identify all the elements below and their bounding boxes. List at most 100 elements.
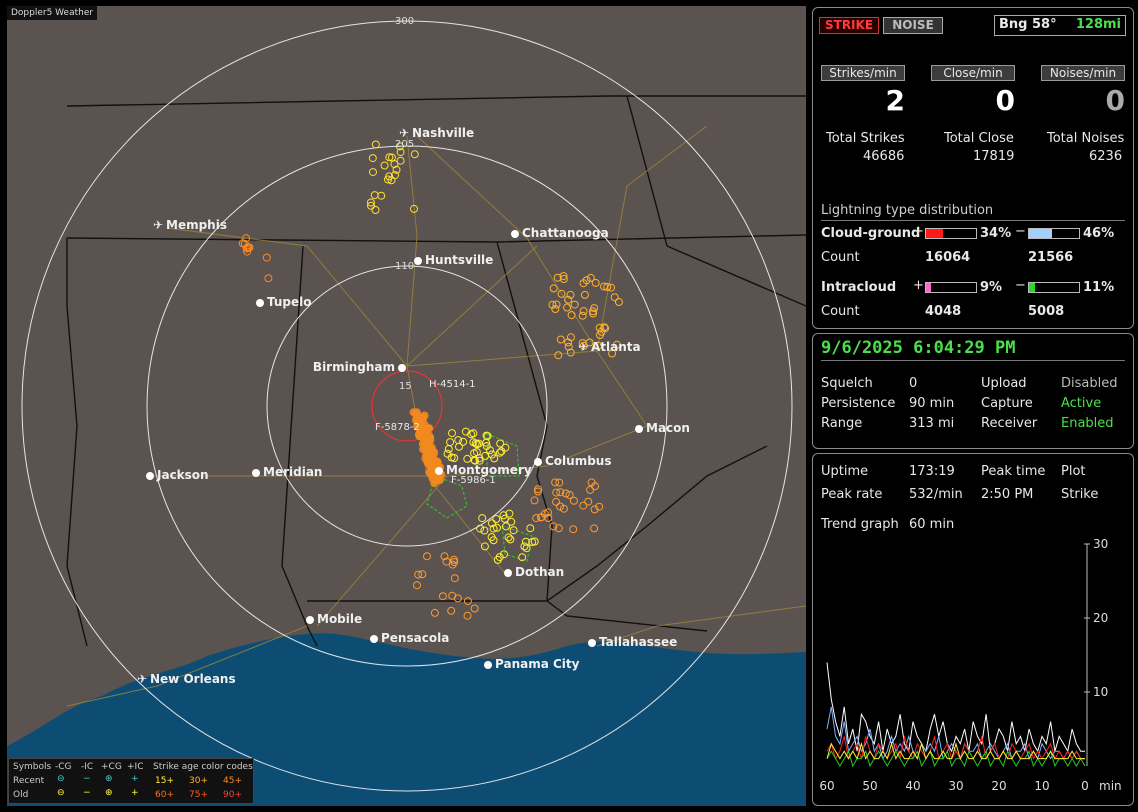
strike-button[interactable]: STRIKE	[819, 17, 879, 34]
cg-positive-fill	[926, 229, 943, 238]
strike-symbol	[522, 544, 531, 553]
city-label: Birmingham	[312, 360, 395, 374]
strike-symbol	[377, 191, 386, 200]
city-label: Chattanooga	[522, 226, 609, 240]
strike-symbol	[385, 153, 394, 162]
strike-symbol	[418, 440, 427, 449]
strike-symbol	[454, 436, 463, 445]
strike-symbol	[559, 504, 568, 513]
strike-symbol	[579, 307, 588, 316]
strike-symbol	[610, 293, 619, 302]
city-dot-icon	[146, 472, 154, 480]
strike-symbol	[475, 456, 484, 465]
trend-series-line	[826, 736, 1085, 761]
strike-symbol	[559, 275, 568, 283]
strike-symbol	[584, 497, 593, 506]
strike-symbol	[426, 451, 435, 460]
strike-symbol	[410, 204, 418, 213]
bearing-box: Bng 58° 128mi	[994, 15, 1126, 36]
strike-symbol	[482, 442, 491, 450]
strike-symbol	[586, 485, 595, 494]
storm-label[interactable]: F-5878-2	[375, 422, 420, 433]
trend-label: Trend graph	[821, 517, 899, 532]
intracloud-label: Intracloud	[821, 280, 897, 295]
strike-symbol	[595, 502, 604, 511]
city-label: Huntsville	[425, 253, 494, 267]
range-label: Range	[821, 416, 863, 431]
legend-old-label: Old	[13, 790, 29, 800]
plus-icon: +	[131, 788, 139, 798]
state-borders	[66, 95, 806, 647]
city-dot-icon	[511, 230, 519, 238]
strike-symbol	[586, 273, 595, 282]
total-strikes-value: 46686	[863, 149, 905, 164]
city-dot-icon	[256, 299, 264, 307]
receiver-value[interactable]: Enabled	[1061, 416, 1114, 431]
storm-label[interactable]: H-4514-1	[429, 379, 476, 390]
datetime: 9/6/2025 6:04:29 PM	[821, 338, 1016, 358]
strike-symbol	[487, 519, 496, 528]
city-label: Mobile	[317, 612, 363, 626]
capture-value[interactable]: Active	[1061, 396, 1102, 411]
range-value[interactable]: 313 mi	[909, 416, 955, 431]
cg-negative-bar	[1028, 228, 1080, 239]
ic-count-label: Count	[821, 304, 860, 319]
strike-symbol	[589, 307, 597, 316]
strike-symbol	[579, 501, 588, 510]
strike-symbol	[589, 309, 598, 318]
strike-symbol	[493, 523, 501, 532]
strike-symbol	[556, 488, 565, 497]
trend-graph: 30 20 10 60 50 40 30 20 10 0 min	[819, 537, 1121, 793]
minus-icon: −	[1015, 278, 1026, 293]
plot-value[interactable]: Strike	[1061, 487, 1099, 502]
strike-symbol	[578, 311, 587, 320]
legend-header: +IC	[127, 762, 144, 772]
bearing-value: Bng 58°	[999, 17, 1057, 32]
legend-symbols-label: Symbols	[13, 762, 52, 772]
storm-label[interactable]: F-5986-1	[451, 475, 496, 486]
upload-value[interactable]: Disabled	[1061, 376, 1118, 391]
trend-value[interactable]: 60 min	[909, 517, 955, 532]
strike-symbol	[566, 290, 575, 299]
divider	[821, 360, 1125, 361]
strike-symbol	[487, 533, 496, 542]
strikes-per-min-button[interactable]: Strikes/min	[821, 65, 905, 81]
roads	[66, 125, 806, 707]
lightning-map[interactable]: 300 205 110 15 H-4514-1 F-5878-2 F-5986-…	[7, 6, 806, 806]
close-per-min-button[interactable]: Close/min	[931, 65, 1015, 81]
strike-symbol	[440, 552, 449, 561]
age-code: 90+	[223, 790, 242, 800]
strike-symbol	[534, 487, 542, 496]
noise-button[interactable]: NOISE	[883, 17, 943, 34]
strike-symbol	[443, 449, 452, 458]
squelch-value[interactable]: 0	[909, 376, 918, 391]
persistence-value[interactable]: 90 min	[909, 396, 955, 411]
strike-symbol	[366, 198, 375, 207]
strike-symbol	[450, 454, 459, 462]
strike-symbol	[499, 511, 508, 520]
range-label-300: 300	[395, 16, 415, 27]
strike-symbol	[463, 611, 472, 620]
strike-symbol	[600, 323, 609, 332]
airport-icon: ✈	[578, 340, 589, 354]
strike-symbol	[444, 445, 453, 453]
strike-symbol	[492, 515, 501, 523]
strike-symbol	[471, 456, 479, 465]
strike-symbol	[587, 478, 596, 487]
legend-recent-label: Recent	[13, 776, 45, 786]
strike-symbol	[559, 272, 568, 281]
y-tick-label: 30	[1093, 537, 1108, 551]
legend-header: -CG	[55, 762, 72, 772]
storm-tracks	[426, 433, 533, 562]
strike-symbol	[614, 298, 623, 306]
strike-symbol	[564, 338, 573, 347]
strike-symbol	[415, 429, 424, 438]
noises-per-min-button[interactable]: Noises/min	[1041, 65, 1125, 81]
age-code: 60+	[155, 790, 174, 800]
strike-symbol	[590, 524, 599, 533]
ic-negative-percent: 11%	[1083, 280, 1115, 295]
range-rings	[21, 20, 793, 792]
strike-symbol	[396, 148, 405, 157]
cg-positive-count: 16064	[925, 250, 971, 265]
city-label: Memphis	[166, 218, 227, 232]
